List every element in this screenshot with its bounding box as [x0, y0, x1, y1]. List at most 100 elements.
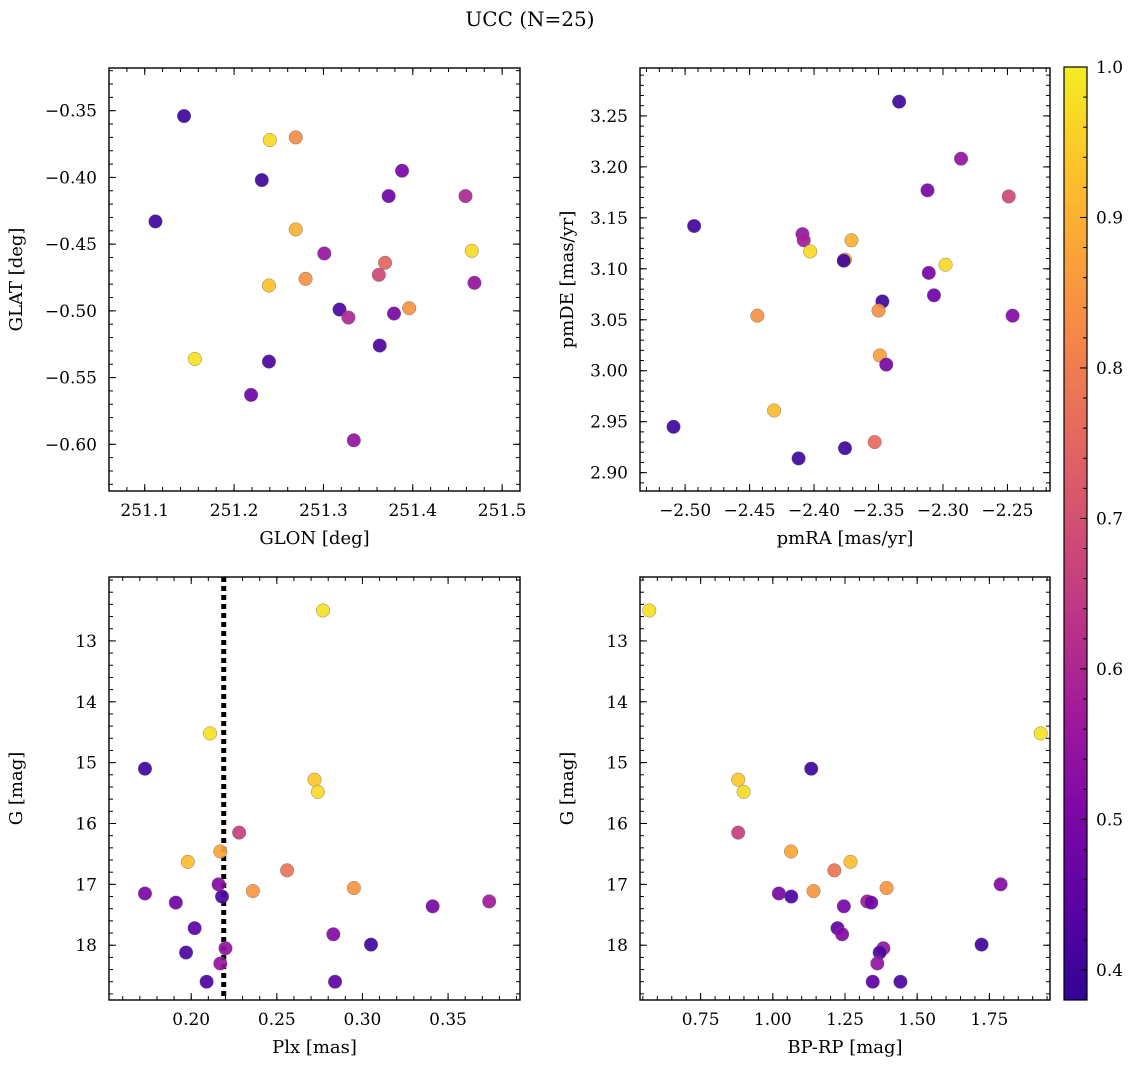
data-point	[218, 941, 233, 956]
data-point	[806, 884, 821, 899]
y-tick-label: −0.35	[45, 102, 97, 122]
x-tick-label: 251.4	[388, 501, 437, 521]
y-tick-label: 16	[606, 814, 628, 834]
y-tick-label: 3.00	[590, 362, 628, 382]
x-tick-label: 251.5	[478, 501, 527, 521]
data-point	[168, 895, 183, 910]
y-tick-label: 17	[606, 875, 628, 895]
data-point	[835, 927, 850, 942]
axes-frame	[639, 67, 1051, 492]
panel-plx-g: 0.20 0.25 0.30 0.35 13 14 15 16 17 18 Plx [mas] G […	[6, 576, 521, 1058]
y-tick-label: −0.45	[45, 235, 97, 255]
data-point	[736, 784, 751, 799]
data-point	[137, 761, 152, 776]
data-point	[261, 278, 276, 293]
data-point	[767, 403, 782, 418]
data-point	[731, 825, 746, 840]
data-point	[213, 844, 228, 859]
data-point	[328, 974, 343, 989]
y-tick-label: −0.40	[45, 168, 97, 188]
data-point	[458, 189, 473, 204]
x-tick-label: 251.3	[299, 501, 348, 521]
data-point	[938, 257, 953, 272]
panel-pmra-pmde: −2.50 −2.45 −2.40 −2.35 −2.30 −2.25 2.90 2.95 3.…	[557, 67, 1051, 549]
data-point	[332, 302, 347, 317]
data-point	[920, 183, 935, 198]
data-point	[926, 288, 941, 303]
data-point	[974, 937, 989, 952]
data-point	[262, 133, 277, 148]
data-point	[254, 173, 269, 188]
data-point	[244, 387, 259, 402]
x-tick-label: 0.20	[172, 1010, 210, 1030]
y-tick-label: 18	[606, 936, 628, 956]
data-point	[346, 433, 361, 448]
data-point	[642, 603, 657, 618]
data-point	[213, 956, 228, 971]
data-point	[844, 233, 859, 248]
data-point	[280, 863, 295, 878]
y-tick-label: 15	[606, 754, 628, 774]
data-point	[211, 877, 226, 892]
figure-title: UCC (N=25)	[465, 7, 594, 31]
axes-frame	[108, 576, 521, 1001]
colorbar-tick-label: 0.7	[1096, 509, 1123, 529]
y-tick-label: 14	[75, 693, 97, 713]
data-point	[836, 253, 851, 268]
data-point	[804, 761, 819, 776]
x-axis-label: GLON [deg]	[259, 528, 369, 549]
data-point	[791, 451, 806, 466]
data-point	[843, 854, 858, 869]
data-point	[1001, 189, 1016, 204]
y-tick-label: 13	[75, 632, 97, 652]
x-tick-label: 251.1	[120, 501, 169, 521]
data-point	[731, 772, 746, 787]
data-point	[784, 844, 799, 859]
data-point	[245, 884, 260, 899]
x-tick-label: −2.30	[917, 501, 969, 521]
data-point	[317, 246, 332, 261]
data-point	[993, 877, 1008, 892]
data-point	[666, 419, 681, 434]
data-point	[865, 974, 880, 989]
data-point	[316, 603, 331, 618]
data-point	[803, 244, 818, 259]
data-point	[395, 163, 410, 178]
y-tick-label: 18	[75, 936, 97, 956]
data-point	[310, 784, 325, 799]
data-point	[750, 308, 765, 323]
panel-bprp-g: 0.75 1.00 1.25 1.50 1.75 13 14 15 16 17 18 BP-RP [m…	[557, 576, 1051, 1058]
y-tick-label: 15	[75, 754, 97, 774]
colorbar-tick-label: 1.0	[1096, 58, 1123, 78]
y-tick-label: −0.50	[45, 302, 97, 322]
y-tick-label: 3.05	[590, 311, 628, 331]
data-point	[371, 267, 386, 282]
data-point	[387, 306, 402, 321]
data-point	[425, 899, 440, 914]
data-point	[298, 271, 313, 286]
data-point	[838, 441, 853, 456]
x-tick-label: 0.25	[258, 1010, 296, 1030]
colorbar: 0.4 0.5 0.6 0.7 0.8 0.9 1.0	[1063, 58, 1123, 1001]
data-point	[954, 151, 969, 166]
data-point	[402, 301, 417, 316]
y-tick-label: 2.90	[590, 464, 628, 484]
data-point	[187, 921, 202, 936]
data-point	[378, 255, 393, 270]
data-point	[921, 265, 936, 280]
data-point	[771, 886, 786, 901]
data-point	[796, 233, 811, 248]
data-point	[137, 886, 152, 901]
data-point	[827, 863, 842, 878]
data-point	[879, 357, 894, 372]
data-point	[187, 351, 202, 366]
x-tick-label: 1.50	[898, 1010, 936, 1030]
data-point	[215, 889, 230, 904]
y-axis-label: G [mag]	[557, 752, 578, 825]
y-tick-label: 3.10	[590, 260, 628, 280]
data-point	[879, 881, 894, 896]
data-point	[180, 854, 195, 869]
y-tick-label: 2.95	[590, 413, 628, 433]
x-tick-label: −2.45	[724, 501, 776, 521]
